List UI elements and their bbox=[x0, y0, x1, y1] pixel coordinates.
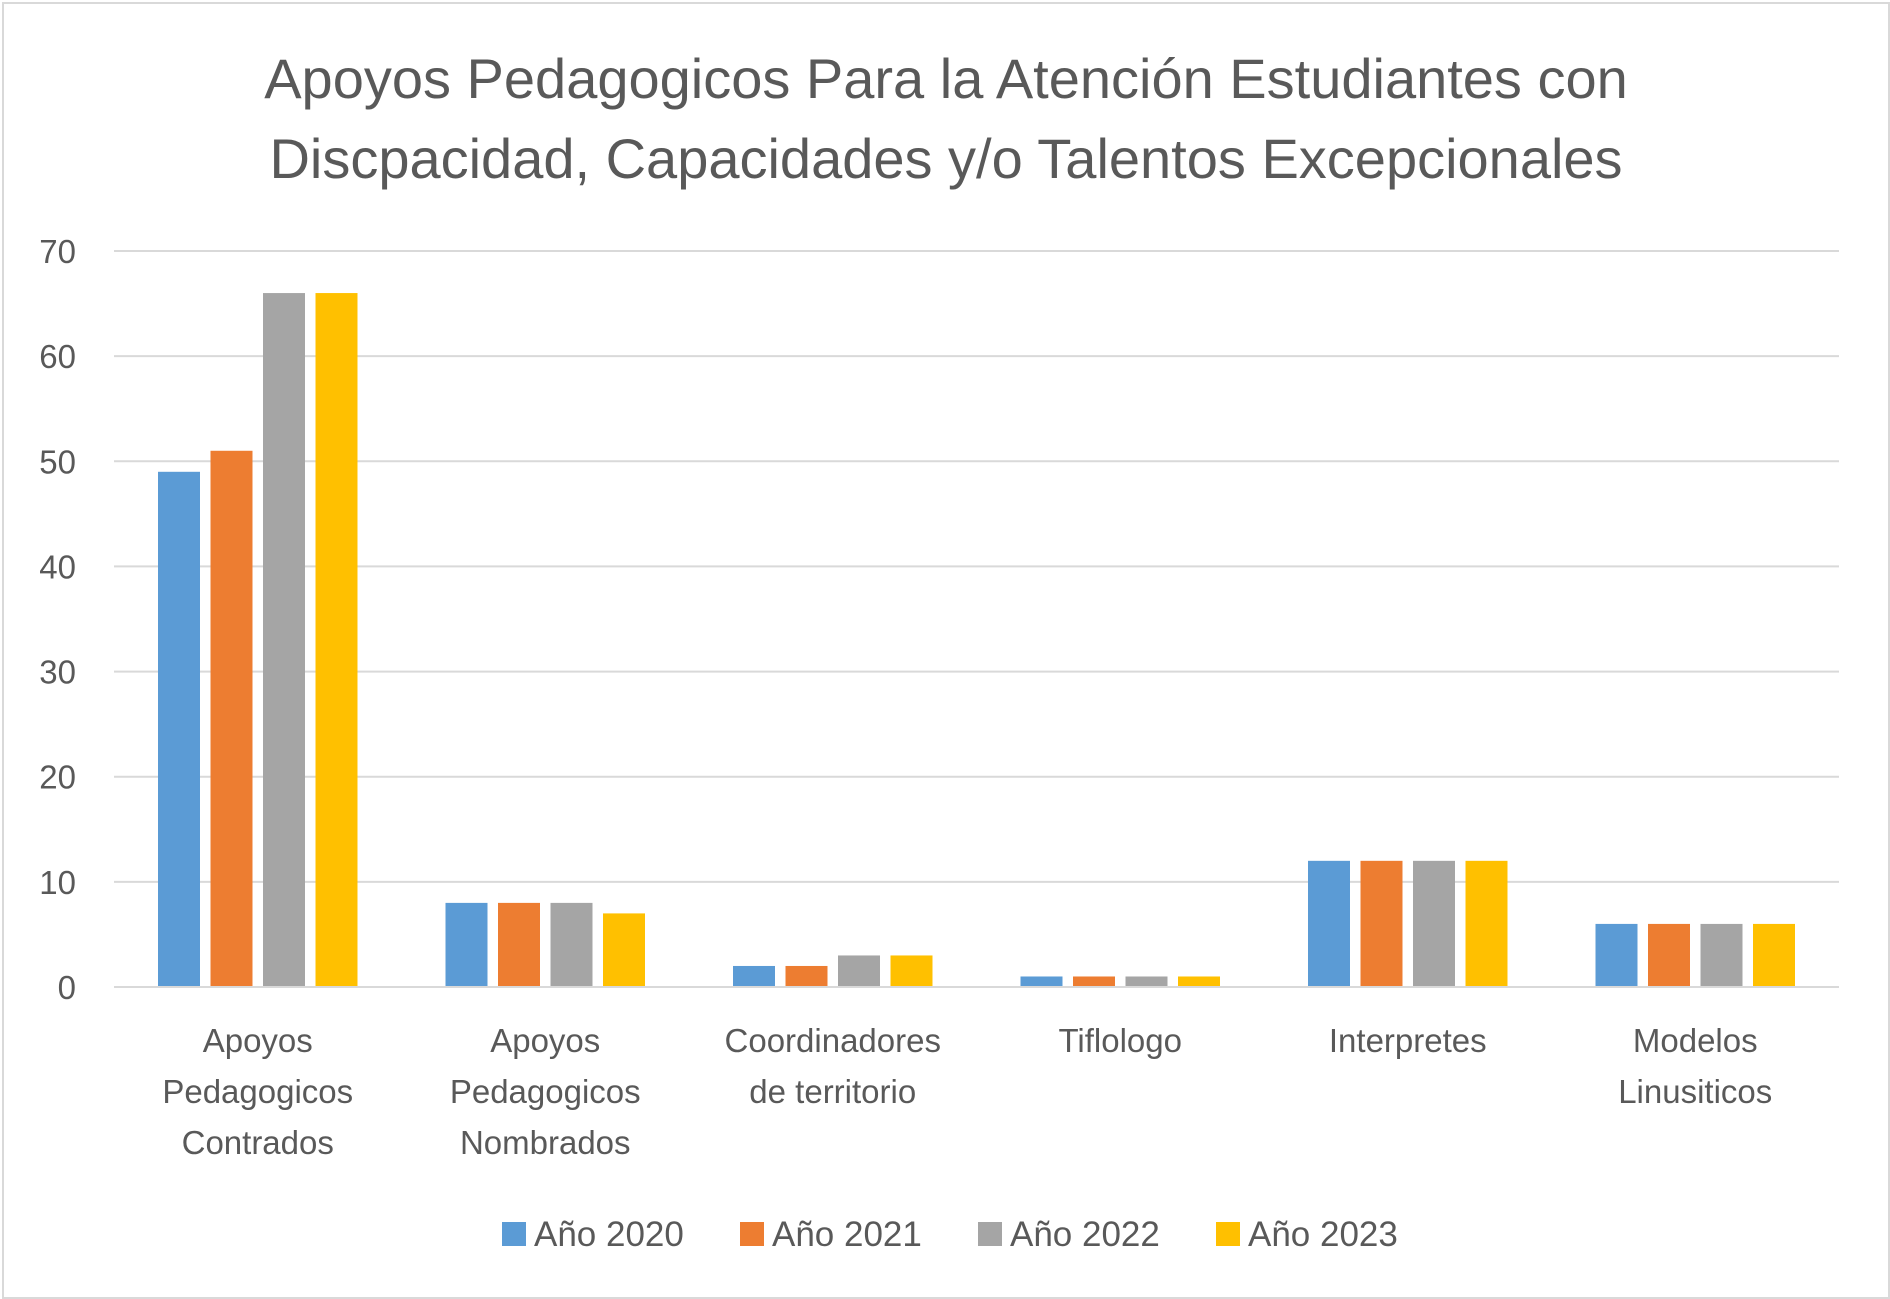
x-category-label: Linusiticos bbox=[1618, 1073, 1772, 1110]
x-category-label: Interpretes bbox=[1329, 1022, 1487, 1059]
y-tick-label: 60 bbox=[39, 338, 76, 375]
x-category-label: Coordinadores bbox=[725, 1022, 941, 1059]
y-tick-label: 50 bbox=[39, 443, 76, 480]
chart-title: Apoyos Pedagogicos Para la Atención Estu… bbox=[264, 47, 1628, 190]
bar bbox=[1700, 923, 1743, 987]
bar bbox=[210, 450, 253, 987]
bar bbox=[1465, 860, 1508, 987]
bar bbox=[890, 955, 933, 987]
x-category-label: de territorio bbox=[749, 1073, 916, 1110]
bar bbox=[315, 293, 358, 987]
chart: Apoyos Pedagogicos Para la Atención Estu… bbox=[39, 47, 1839, 1254]
y-tick-label: 30 bbox=[39, 654, 76, 691]
gridlines bbox=[114, 250, 1839, 883]
bar bbox=[1595, 923, 1638, 987]
bar bbox=[158, 471, 200, 987]
bar bbox=[1020, 976, 1063, 987]
y-tick-label: 0 bbox=[58, 969, 76, 1006]
legend-item: Año 2022 bbox=[978, 1215, 1160, 1254]
bar bbox=[838, 955, 880, 987]
bar bbox=[1648, 923, 1690, 987]
bar bbox=[603, 913, 645, 987]
x-category-label: Apoyos bbox=[490, 1022, 600, 1059]
legend-label: Año 2023 bbox=[1248, 1215, 1398, 1254]
x-category-label: Tiflologo bbox=[1058, 1022, 1182, 1059]
bar bbox=[550, 902, 593, 987]
y-tick-label: 20 bbox=[39, 759, 76, 796]
bar bbox=[445, 902, 488, 987]
y-tick-label: 40 bbox=[39, 548, 76, 585]
bar bbox=[498, 902, 540, 987]
legend-swatch bbox=[978, 1222, 1002, 1246]
chart-title-line-2: Discpacidad, Capacidades y/o Talentos Ex… bbox=[269, 127, 1622, 190]
legend-label: Año 2022 bbox=[1010, 1215, 1160, 1254]
bar bbox=[785, 965, 828, 987]
chart-title-line-1: Apoyos Pedagogicos Para la Atención Estu… bbox=[264, 47, 1628, 110]
legend-item: Año 2023 bbox=[1216, 1215, 1398, 1254]
bar bbox=[1125, 976, 1168, 987]
x-category-label: Contrados bbox=[182, 1124, 334, 1161]
bar bbox=[263, 293, 305, 987]
bar bbox=[1360, 860, 1403, 987]
y-tick-label: 10 bbox=[39, 864, 76, 901]
bar bbox=[1308, 860, 1350, 987]
x-category-label: Nombrados bbox=[460, 1124, 631, 1161]
x-category-label: Pedagogicos bbox=[162, 1073, 353, 1110]
bar bbox=[1073, 976, 1115, 987]
bar bbox=[733, 965, 775, 987]
legend-swatch bbox=[740, 1222, 764, 1246]
x-category-label: Apoyos bbox=[203, 1022, 313, 1059]
legend-label: Año 2020 bbox=[534, 1215, 684, 1254]
bar bbox=[1413, 860, 1455, 987]
x-category-label: Modelos bbox=[1633, 1022, 1758, 1059]
legend-label: Año 2021 bbox=[772, 1215, 922, 1254]
bars bbox=[158, 293, 1795, 987]
legend-item: Año 2021 bbox=[740, 1215, 922, 1254]
y-tick-label: 70 bbox=[39, 233, 76, 270]
bar bbox=[1178, 976, 1220, 987]
legend-swatch bbox=[1216, 1222, 1240, 1246]
legend: Año 2020 Año 2021 Año 2022 Año 2023 bbox=[502, 1215, 1398, 1254]
legend-item: Año 2020 bbox=[502, 1215, 684, 1254]
x-axis-category-labels: Apoyos Pedagogicos Contrados Apoyos Pedagogi… bbox=[162, 1022, 1772, 1161]
x-category-label: Pedagogicos bbox=[450, 1073, 641, 1110]
y-axis-tick-labels: 0 10 20 30 40 50 60 70 bbox=[39, 233, 76, 1006]
legend-swatch bbox=[502, 1222, 526, 1246]
bar bbox=[1753, 923, 1795, 987]
